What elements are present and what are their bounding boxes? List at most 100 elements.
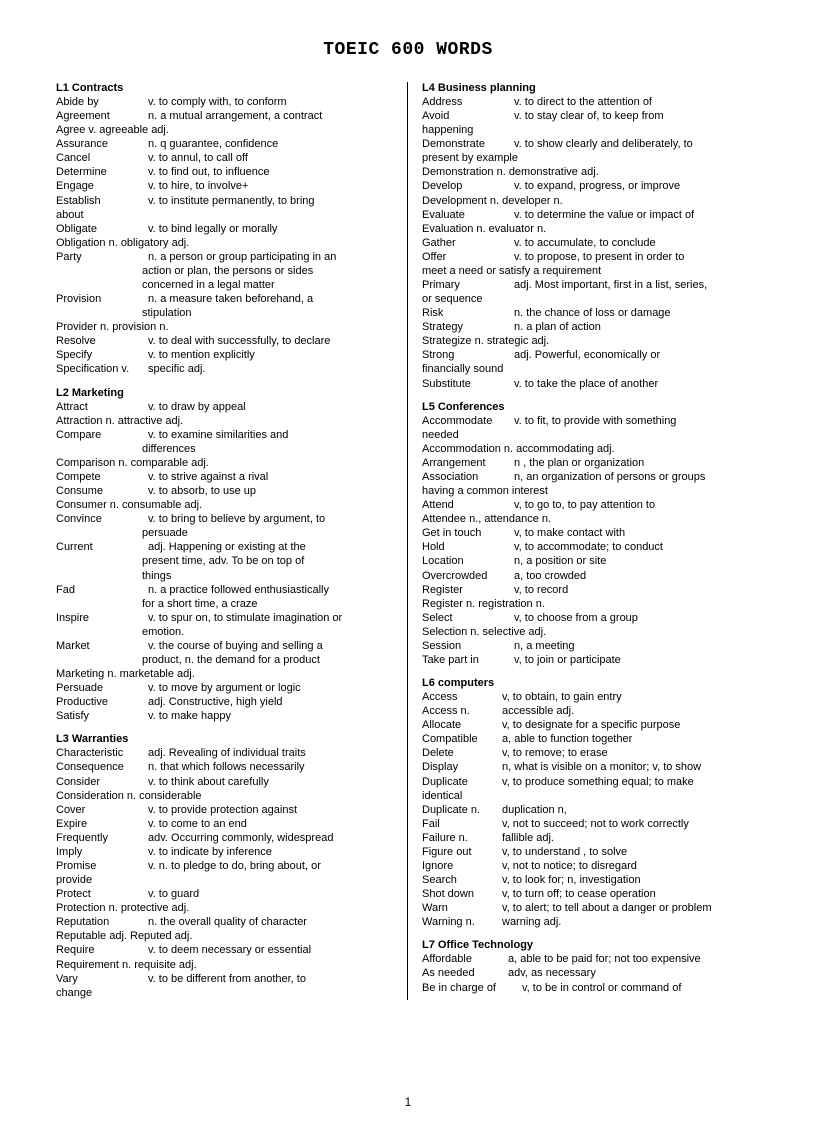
vocab-entry: Specifyv. to mention explicitly: [56, 348, 393, 362]
vocab-definition: v, to obtain, to gain entry: [502, 690, 760, 704]
vocab-definition: accessible adj.: [502, 704, 760, 718]
vocab-note: Consideration n. considerable: [56, 789, 393, 803]
vocab-term: Consequence: [56, 760, 148, 774]
vocab-entry: Convincev. to bring to believe by argume…: [56, 512, 393, 526]
right-column: L4 Business planningAddressv. to direct …: [408, 82, 760, 1000]
vocab-term: Protect: [56, 887, 148, 901]
vocab-term: Establish: [56, 194, 148, 208]
vocab-term: Offer: [422, 250, 514, 264]
vocab-definition: v, to understand , to solve: [502, 845, 760, 859]
vocab-term: Specification v.: [56, 362, 148, 376]
vocab-entry: Overcrowdeda, too crowded: [422, 569, 760, 583]
vocab-definition: v. to accumulate, to conclude: [514, 236, 760, 250]
vocab-definition: adv. Occurring commonly, widespread: [148, 831, 393, 845]
vocab-definition-continuation: action or plan, the persons or sides: [56, 264, 393, 278]
vocab-entry: Determinev. to find out, to influence: [56, 165, 393, 179]
vocab-note: Protection n. protective adj.: [56, 901, 393, 915]
vocab-note: Selection n. selective adj.: [422, 625, 760, 639]
vocab-definition: v, to join or participate: [514, 653, 760, 667]
vocab-note: Demonstration n. demonstrative adj.: [422, 165, 760, 179]
vocab-definition: v, to remove; to erase: [502, 746, 760, 760]
vocab-entry: Holdv, to accommodate; to conduct: [422, 540, 760, 554]
vocab-entry: Marketv. the course of buying and sellin…: [56, 639, 393, 653]
vocab-entry: Accommodatev. to fit, to provide with so…: [422, 414, 760, 428]
vocab-definition: v. to absorb, to use up: [148, 484, 393, 498]
vocab-note: Obligation n. obligatory adj.: [56, 236, 393, 250]
vocab-entry: Developv. to expand, progress, or improv…: [422, 179, 760, 193]
vocab-note: Evaluation n. evaluator n.: [422, 222, 760, 236]
vocab-definition: n. the overall quality of character: [148, 915, 393, 929]
vocab-term: Evaluate: [422, 208, 514, 222]
vocab-term: Association: [422, 470, 514, 484]
vocab-note: Reputable adj. Reputed adj.: [56, 929, 393, 943]
vocab-definition: v. to move by argument or logic: [148, 681, 393, 695]
vocab-definition-continuation: for a short time, a craze: [56, 597, 393, 611]
vocab-definition: v. to propose, to present in order to: [514, 250, 760, 264]
vocab-term: Arrangement: [422, 456, 514, 470]
vocab-term: Current: [56, 540, 148, 554]
vocab-term: Inspire: [56, 611, 148, 625]
vocab-term: Develop: [422, 179, 514, 193]
vocab-term: Compatible: [422, 732, 502, 746]
vocab-definition: n, a meeting: [514, 639, 760, 653]
vocab-definition: v. to comply with, to conform: [148, 95, 393, 109]
vocab-entry: Consumev. to absorb, to use up: [56, 484, 393, 498]
vocab-entry: Engagev. to hire, to involve+: [56, 179, 393, 193]
vocab-definition: v. to provide protection against: [148, 803, 393, 817]
vocab-term: Warn: [422, 901, 502, 915]
vocab-entry: Currentadj. Happening or existing at the: [56, 540, 393, 554]
vocab-note: present by example: [422, 151, 760, 165]
vocab-term: Fail: [422, 817, 502, 831]
vocab-entry: Inspirev. to spur on, to stimulate imagi…: [56, 611, 393, 625]
vocab-definition: adj. Constructive, high yield: [148, 695, 393, 709]
vocab-definition-continuation: emotion.: [56, 625, 393, 639]
vocab-definition: duplication n,: [502, 803, 760, 817]
vocab-entry: Obligatev. to bind legally or morally: [56, 222, 393, 236]
vocab-entry: Cancelv. to annul, to call off: [56, 151, 393, 165]
vocab-entry: Provisionn. a measure taken beforehand, …: [56, 292, 393, 306]
vocab-entry: Attractv. to draw by appeal: [56, 400, 393, 414]
vocab-term: Resolve: [56, 334, 148, 348]
vocab-entry: Agreementn. a mutual arrangement, a cont…: [56, 109, 393, 123]
vocab-entry: Frequentlyadv. Occurring commonly, wides…: [56, 831, 393, 845]
vocab-note: Strategize n. strategic adj.: [422, 334, 760, 348]
vocab-entry: Primaryadj. Most important, first in a l…: [422, 278, 760, 292]
vocab-entry: Sessionn, a meeting: [422, 639, 760, 653]
vocab-definition: adj. Powerful, economically or: [514, 348, 760, 362]
vocab-definition: n. the chance of loss or damage: [514, 306, 760, 320]
vocab-entry: Productiveadj. Constructive, high yield: [56, 695, 393, 709]
vocab-entry: Failure n. fallible adj.: [422, 831, 760, 845]
vocab-entry: Registerv, to record: [422, 583, 760, 597]
vocab-term: Access: [422, 690, 502, 704]
vocab-definition: warning adj.: [502, 915, 760, 929]
vocab-definition: v. to annul, to call off: [148, 151, 393, 165]
vocab-entry: Figure outv, to understand , to solve: [422, 845, 760, 859]
vocab-entry: Duplicate n. duplication n,: [422, 803, 760, 817]
vocab-entry: Shot downv, to turn off; to cease operat…: [422, 887, 760, 901]
vocab-note: Agree v. agreeable adj.: [56, 123, 393, 137]
vocab-definition: n. a practice followed enthusiastically: [148, 583, 393, 597]
vocab-definition: v. to hire, to involve+: [148, 179, 393, 193]
vocab-definition: v. to direct to the attention of: [514, 95, 760, 109]
vocab-note: happening: [422, 123, 760, 137]
vocab-term: Productive: [56, 695, 148, 709]
vocab-definition: v, to produce something equal; to make: [502, 775, 760, 789]
vocab-definition: v, to accommodate; to conduct: [514, 540, 760, 554]
vocab-entry: Promisev. n. to pledge to do, bring abou…: [56, 859, 393, 873]
vocab-definition: fallible adj.: [502, 831, 760, 845]
vocab-note: having a common interest: [422, 484, 760, 498]
vocab-term: Engage: [56, 179, 148, 193]
vocab-entry: Be in charge ofv, to be in control or co…: [422, 981, 760, 995]
vocab-definition: n. q guarantee, confidence: [148, 137, 393, 151]
vocab-entry: Offerv. to propose, to present in order …: [422, 250, 760, 264]
vocab-entry: Coverv. to provide protection against: [56, 803, 393, 817]
vocab-entry: Affordablea, able to be paid for; not to…: [422, 952, 760, 966]
vocab-term: Register: [422, 583, 514, 597]
vocab-term: Accommodate: [422, 414, 514, 428]
vocab-definition-continuation: product, n. the demand for a product: [56, 653, 393, 667]
vocab-entry: Warning n. warning adj.: [422, 915, 760, 929]
vocab-entry: Take part inv, to join or participate: [422, 653, 760, 667]
vocab-term: Characteristic: [56, 746, 148, 760]
vocab-definition: v. to be different from another, to: [148, 972, 393, 986]
vocab-entry: Warnv, to alert; to tell about a danger …: [422, 901, 760, 915]
